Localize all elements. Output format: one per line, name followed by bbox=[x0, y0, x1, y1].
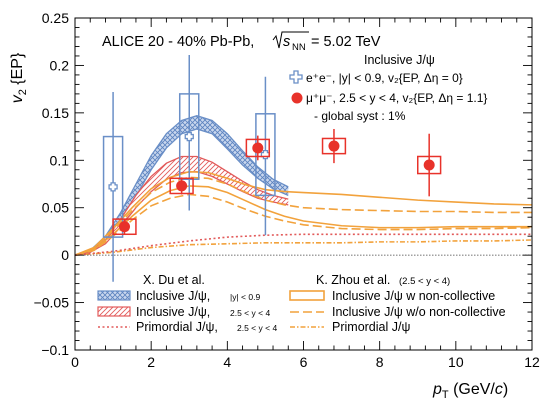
model-legend-zhou: K. Zhou et al. (2.5 < y < 4) Inclusive J… bbox=[289, 273, 506, 334]
data-point-1-0 bbox=[112, 218, 137, 236]
energy-label: = 5.02 TeV bbox=[311, 34, 381, 50]
model-legend-du: X. Du et al. Inclusive J/ψ, |y| < 0.9 In… bbox=[97, 273, 277, 334]
x-tick-label: 10 bbox=[448, 354, 464, 370]
x-axis-title-main: p bbox=[432, 381, 442, 398]
marker-cross bbox=[184, 131, 194, 142]
legend-mumu-label: μ⁺μ⁻, 2.5 < y < 4, v₂{EP, Δη = 1.1} bbox=[306, 91, 487, 105]
y-tick-label: 0.2 bbox=[50, 57, 70, 73]
collision-label: ALICE 20 - 40% Pb-Pb, bbox=[102, 34, 254, 50]
du-legend-item-2-range: 2.5 < y < 4 bbox=[237, 323, 277, 333]
y-tick-label: 0.25 bbox=[42, 10, 69, 26]
x-tick-label: 0 bbox=[71, 354, 79, 370]
du-legend-item-1-range: 2.5 < y < 4 bbox=[230, 308, 270, 318]
zhou-legend-item-0: Inclusive J/ψ w non-collective bbox=[332, 289, 495, 303]
marker-circle bbox=[328, 140, 340, 152]
legend-ee-label: e⁺e⁻, |y| < 0.9, v₂{EP, Δη = 0} bbox=[306, 71, 463, 85]
x-tick-label: 12 bbox=[524, 354, 540, 370]
axes: 0 2 4 6 8 10 12 −0.1 −0.05 0 0.05 0.1 0.15 0.2 0.25 bbox=[34, 10, 540, 370]
model-line-3 bbox=[75, 193, 532, 256]
model-lines bbox=[75, 170, 532, 256]
y-tick-label: 0 bbox=[61, 247, 69, 263]
du-legend-item-2: Primordial J/ψ, bbox=[136, 320, 218, 334]
x-axis-title-sub: T bbox=[442, 389, 449, 401]
legend-syst-label: - global syst : 1% bbox=[314, 109, 406, 123]
x-axis-title-close: ) bbox=[503, 381, 508, 398]
du-legend-item-1: Inclusive J/ψ, bbox=[136, 305, 210, 319]
model-line-2 bbox=[75, 176, 532, 256]
sqrt-s-label: s bbox=[283, 34, 290, 50]
data-points bbox=[102, 54, 442, 282]
y-tick-label: 0.05 bbox=[42, 200, 69, 216]
svg-text:pT (GeV/c): pT (GeV/c) bbox=[432, 381, 508, 401]
zhou-legend-item-1: Inclusive J/ψ w/o non-collective bbox=[332, 305, 506, 319]
x-axis-title: pT (GeV/c) bbox=[432, 381, 508, 401]
marker-circle bbox=[176, 180, 188, 192]
du-legend-swatch-fwd bbox=[97, 306, 131, 317]
du-legend-item-0-range: |y| < 0.9 bbox=[230, 292, 260, 302]
marker-circle bbox=[252, 142, 264, 154]
svg-text:v2 {EP}: v2 {EP} bbox=[9, 52, 29, 103]
marker-circle bbox=[119, 221, 131, 233]
model-line-0 bbox=[75, 170, 532, 256]
du-legend-item-0: Inclusive J/ψ, bbox=[136, 289, 210, 303]
y-tick-label: 0.15 bbox=[42, 105, 69, 121]
y-axis-title-sub: 2 bbox=[17, 89, 29, 95]
x-tick-label: 6 bbox=[300, 354, 308, 370]
data-point-1-1 bbox=[169, 177, 194, 195]
model-line-1 bbox=[75, 185, 532, 256]
x-tick-label: 4 bbox=[223, 354, 231, 370]
y-axis-title-rest: {EP} bbox=[9, 52, 26, 89]
data-legend: Inclusive J/ψ e⁺e⁻, |y| < 0.9, v₂{EP, Δη… bbox=[289, 53, 487, 123]
marker-circle bbox=[423, 159, 435, 171]
data-legend-title: Inclusive J/ψ bbox=[364, 53, 435, 67]
data-point-0-1 bbox=[178, 54, 200, 211]
marker-cross bbox=[108, 182, 118, 192]
sqrt-s-subscript: NN bbox=[292, 42, 306, 53]
data-point-1-3 bbox=[321, 128, 347, 164]
legend-ee-marker bbox=[289, 70, 303, 84]
zhou-legend-item-2: Primordial J/ψ bbox=[332, 320, 410, 334]
data-point-0-0 bbox=[102, 91, 124, 282]
x-tick-label: 8 bbox=[376, 354, 384, 370]
marker-cross bbox=[260, 149, 271, 160]
data-point-1-2 bbox=[245, 135, 270, 161]
du-legend-swatch-mid bbox=[97, 290, 131, 301]
legend-mumu-marker bbox=[291, 92, 303, 104]
model-band-0-high-edge bbox=[75, 115, 289, 256]
zhou-legend-swatch-with bbox=[289, 290, 325, 301]
x-axis-title-rest: (GeV/ bbox=[449, 381, 496, 398]
sqrt-sign bbox=[272, 31, 309, 49]
y-axis-title: v2 {EP} bbox=[9, 52, 29, 103]
x-tick-label: 2 bbox=[147, 354, 155, 370]
y-tick-label: 0.1 bbox=[50, 152, 70, 168]
du-legend-title: X. Du et al. bbox=[143, 273, 205, 287]
zhou-legend-title: K. Zhou et al. bbox=[316, 273, 390, 287]
y-tick-label: −0.1 bbox=[41, 342, 69, 358]
collision-header: ALICE 20 - 40% Pb-Pb, s NN = 5.02 TeV bbox=[102, 31, 381, 53]
model-line-4 bbox=[75, 239, 532, 256]
y-axis-title-main: v bbox=[9, 94, 26, 103]
zhou-legend-title-range: (2.5 < y < 4) bbox=[399, 276, 450, 287]
model-band-0 bbox=[75, 115, 289, 256]
data-point-1-4 bbox=[417, 133, 442, 197]
model-line-5 bbox=[75, 233, 532, 256]
x-axis-title-c: c bbox=[495, 381, 503, 398]
y-tick-label: −0.05 bbox=[34, 295, 70, 311]
